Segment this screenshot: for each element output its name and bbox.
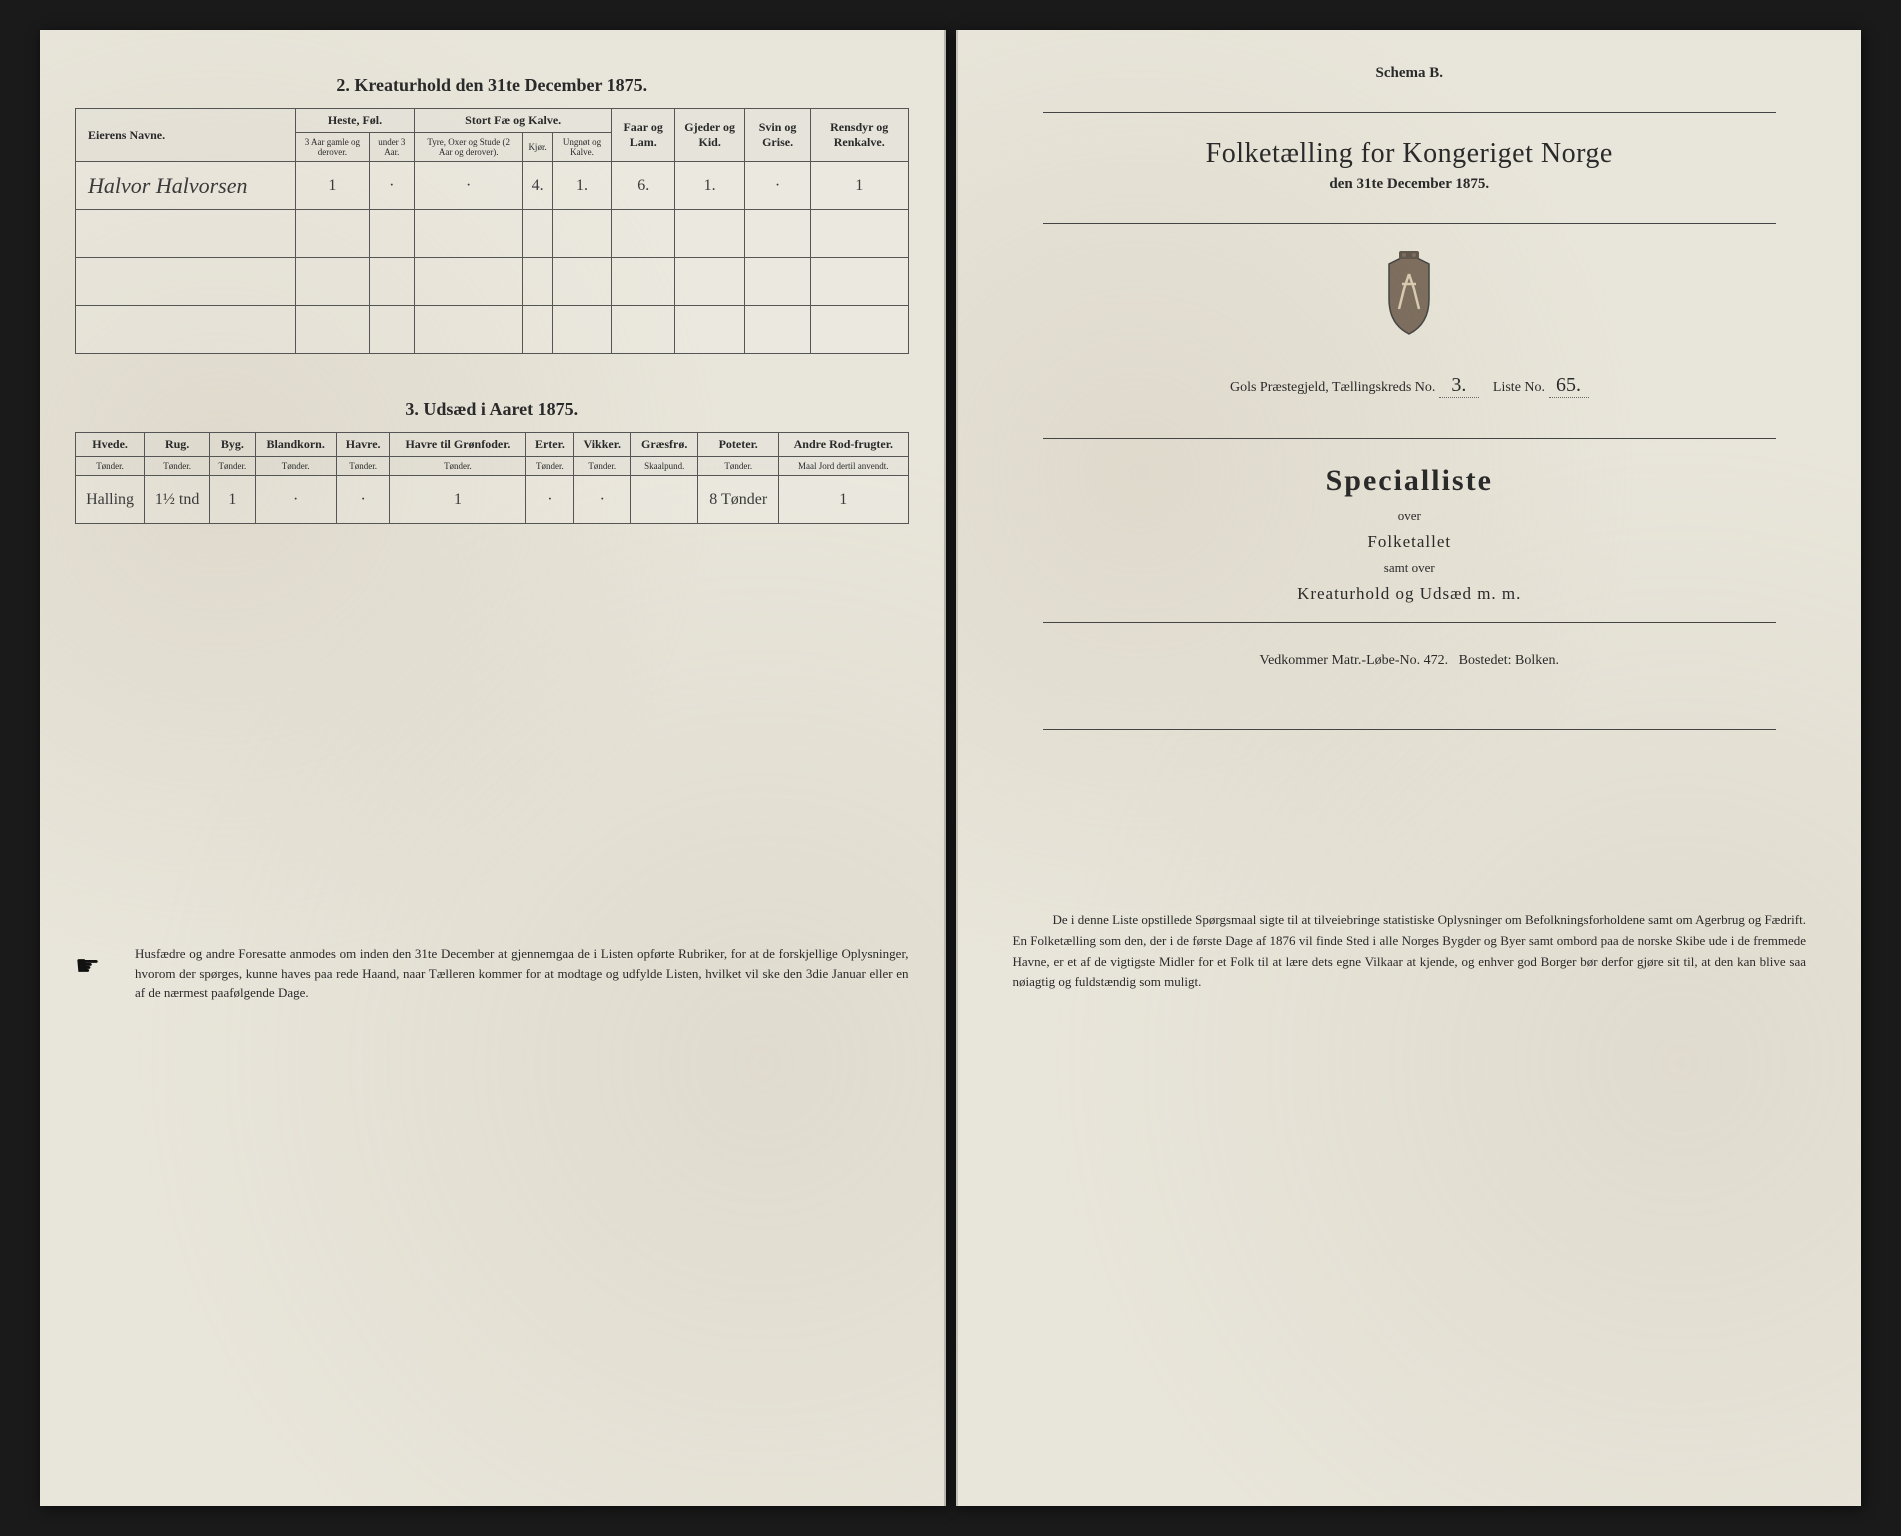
su: Tønder. [526, 457, 574, 476]
su: Tønder. [698, 457, 779, 476]
sub-h1: 3 Aar gamle og derover. [296, 133, 370, 162]
sub-s2: Kjør. [523, 133, 552, 162]
kreatur-text: Kreaturhold og Udsæd m. m. [993, 584, 1827, 604]
sh: Erter. [526, 433, 574, 457]
sub-s3: Ungnøt og Kalve. [552, 133, 612, 162]
sh: Byg. [210, 433, 255, 457]
census-title: Folketælling for Kongeriget Norge [993, 138, 1827, 170]
over-text: over [993, 508, 1827, 524]
liste-label: Liste No. [1493, 380, 1545, 395]
cell: 1 [296, 162, 370, 210]
empty-row [76, 210, 909, 258]
right-page: Schema B. Folketælling for Kongeriget No… [956, 30, 1862, 1506]
cell: · [255, 476, 336, 524]
su: Tønder. [255, 457, 336, 476]
page-spread: 2. Kreaturhold den 31te December 1875. E… [40, 30, 1861, 1506]
cell: · [336, 476, 390, 524]
cell: 1½ tnd [145, 476, 210, 524]
col-owner: Eierens Navne. [76, 109, 296, 162]
su: Tønder. [390, 457, 526, 476]
cell: · [574, 476, 631, 524]
su: Tønder. [145, 457, 210, 476]
liste-no: 65. [1549, 374, 1589, 398]
cell: 1. [675, 162, 745, 210]
cell: · [526, 476, 574, 524]
bostedet-label: Bostedet: [1459, 653, 1512, 668]
schema-label: Schema B. [993, 65, 1827, 82]
bostedet-line: Vedkommer Matr.-Løbe-No. 472. Bostedet: … [993, 653, 1827, 669]
su: Tønder. [76, 457, 145, 476]
cell: 1 [810, 162, 908, 210]
cell: · [745, 162, 811, 210]
cell: 8 Tønder [698, 476, 779, 524]
hand-pointer-icon: ☛ [75, 946, 100, 988]
cell: · [369, 162, 414, 210]
sh: Poteter. [698, 433, 779, 457]
livestock-row: Halvor Halvorsen 1 · · 4. 1. 6. 1. · 1 [76, 162, 909, 210]
sub-s1: Tyre, Oxer og Stude (2 Aar og derover). [414, 133, 522, 162]
seed-row: Halling 1½ tnd 1 · · 1 · · 8 Tønder 1 [76, 476, 909, 524]
section3-title: 3. Udsæd i Aaret 1875. [75, 399, 909, 420]
sub-h2: under 3 Aar. [369, 133, 414, 162]
col-cattle: Stort Fæ og Kalve. [414, 109, 611, 133]
cell: 4. [523, 162, 552, 210]
samt-text: samt over [993, 560, 1827, 576]
right-footer: De i denne Liste opstillede Spørgsmaal s… [993, 910, 1827, 993]
cell [631, 476, 698, 524]
col-reindeer: Rensdyr og Renkalve. [810, 109, 908, 162]
left-footer-note: ☛ Husfædre og andre Foresatte anmodes om… [75, 944, 909, 1003]
kreds-no: 3. [1439, 374, 1479, 398]
livestock-table: Eierens Navne. Heste, Føl. Stort Fæ og K… [75, 108, 909, 354]
empty-row [76, 306, 909, 354]
cell: 1 [779, 476, 908, 524]
vedk-label: Vedkommer Matr.-Løbe-No. [1260, 653, 1421, 668]
sh: Græsfrø. [631, 433, 698, 457]
rule [1043, 729, 1777, 730]
footer-text: Husfædre og andre Foresatte anmodes om i… [135, 946, 909, 1000]
sh: Andre Rod-frugter. [779, 433, 908, 457]
seed-table: Hvede. Rug. Byg. Blandkorn. Havre. Havre… [75, 432, 909, 524]
sh: Vikker. [574, 433, 631, 457]
col-sheep: Faar og Lam. [612, 109, 675, 162]
owner-name: Halvor Halvorsen [76, 162, 296, 210]
rule [1043, 622, 1777, 623]
sh: Havre. [336, 433, 390, 457]
cell: 1 [390, 476, 526, 524]
col-horses: Heste, Føl. [296, 109, 415, 133]
bostedet-value: Bolken. [1515, 653, 1559, 668]
su: Maal Jord dertil anvendt. [779, 457, 908, 476]
sh: Havre til Grønfoder. [390, 433, 526, 457]
census-subtitle: den 31te December 1875. [993, 176, 1827, 193]
coat-of-arms-icon [993, 249, 1827, 344]
cell: 1 [210, 476, 255, 524]
col-pigs: Svin og Grise. [745, 109, 811, 162]
rule [1043, 438, 1777, 439]
sh: Rug. [145, 433, 210, 457]
rule [1043, 223, 1777, 224]
right-footer-text: De i denne Liste opstillede Spørgsmaal s… [1013, 910, 1807, 993]
empty-row [76, 258, 909, 306]
cell: 1. [552, 162, 612, 210]
cell: Halling [76, 476, 145, 524]
prestegjeld-label: Gols Præstegjeld, Tællingskreds No. [1230, 380, 1435, 395]
rule [1043, 112, 1777, 113]
sh: Blandkorn. [255, 433, 336, 457]
section2-title: 2. Kreaturhold den 31te December 1875. [75, 75, 909, 96]
cell: 6. [612, 162, 675, 210]
sh: Hvede. [76, 433, 145, 457]
matr-no: 472. [1424, 653, 1449, 668]
left-page: 2. Kreaturhold den 31te December 1875. E… [40, 30, 946, 1506]
specialliste-heading: Specialliste [993, 464, 1827, 498]
cell: · [414, 162, 522, 210]
su: Skaalpund. [631, 457, 698, 476]
folketallet-text: Folketallet [993, 532, 1827, 552]
col-goats: Gjeder og Kid. [675, 109, 745, 162]
su: Tønder. [336, 457, 390, 476]
su: Tønder. [574, 457, 631, 476]
su: Tønder. [210, 457, 255, 476]
prestegjeld-line: Gols Præstegjeld, Tællingskreds No. 3. L… [993, 374, 1827, 398]
